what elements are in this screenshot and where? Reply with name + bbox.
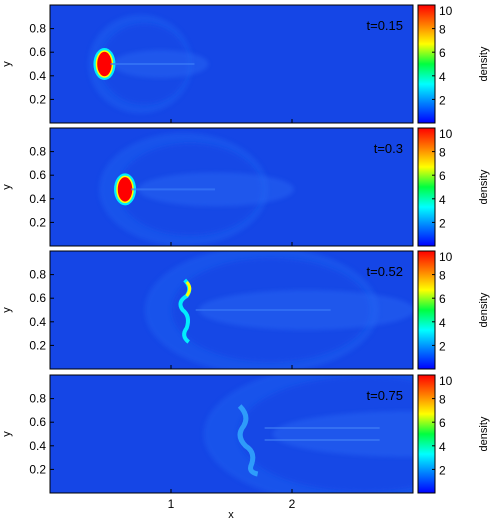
colorbar-tick-label: 2 bbox=[439, 339, 446, 353]
y-tick-label: 0.2 bbox=[29, 462, 46, 476]
y-axis-label: y bbox=[1, 184, 13, 190]
colorbar-gradient bbox=[417, 127, 436, 247]
plot-frame bbox=[49, 374, 414, 494]
colorbar-tick-label: 6 bbox=[439, 416, 446, 430]
colorbar-gradient bbox=[417, 374, 436, 494]
y-tick-label: 0.6 bbox=[29, 168, 46, 182]
colorbar-tick-label: 10 bbox=[439, 4, 453, 18]
y-tick-label: 0.2 bbox=[29, 215, 46, 229]
colorbar-label: density bbox=[478, 46, 490, 81]
panels-layer: 0.20.40.60.8yt=0.15246810density0.20.40.… bbox=[1, 4, 490, 511]
y-tick-label: 0.4 bbox=[29, 315, 46, 329]
colorbar-tick-label: 6 bbox=[439, 292, 446, 306]
y-tick-label: 0.4 bbox=[29, 69, 46, 83]
x-tick-label: 2 bbox=[289, 497, 296, 511]
cloud-core bbox=[116, 175, 134, 204]
cloud-filaments bbox=[237, 404, 259, 477]
colorbar: 2 4 6 8 10 density bbox=[417, 127, 490, 247]
plot-frame bbox=[49, 250, 414, 370]
colorbar-gradient bbox=[417, 4, 436, 124]
colorbar-tick-label: 10 bbox=[439, 127, 453, 141]
y-tick-label: 0.4 bbox=[29, 192, 46, 206]
density-panel-4: 0.2 0.4 0.6 0.8 1 2 y t=0.75 2 4 6 8 10 density bbox=[1, 374, 490, 511]
cloud-core bbox=[95, 50, 114, 78]
colorbar-tick-label: 4 bbox=[439, 193, 446, 207]
time-label: t=0.3 bbox=[374, 141, 403, 156]
y-tick-label: 0.8 bbox=[29, 268, 46, 282]
time-label: t=0.75 bbox=[366, 388, 403, 403]
colorbar-label: density bbox=[478, 292, 490, 327]
y-tick-label: 0.2 bbox=[29, 338, 46, 352]
colorbar-tick-label: 8 bbox=[439, 269, 446, 283]
colorbar-label: density bbox=[478, 169, 490, 204]
x-tick-label: 1 bbox=[168, 497, 175, 511]
x-axis-label: x bbox=[228, 509, 234, 520]
colorbar-tick-label: 6 bbox=[439, 169, 446, 183]
colorbar-tick-label: 8 bbox=[439, 393, 446, 407]
density-panel-2: 0.2 0.4 0.6 0.8 y t=0.3 2 4 6 8 10 density bbox=[1, 127, 490, 247]
y-tick-label: 0.8 bbox=[29, 392, 46, 406]
colorbar-tick-label: 4 bbox=[439, 70, 446, 84]
colorbar-tick-label: 10 bbox=[439, 250, 453, 264]
y-axis-label: y bbox=[1, 307, 13, 313]
y-tick-label: 0.6 bbox=[29, 291, 46, 305]
density-panel-1: 0.2 0.4 0.6 0.8 y t=0.15 2 4 6 8 10 density bbox=[1, 4, 490, 124]
y-axis-label: y bbox=[1, 431, 13, 437]
colorbar-gradient bbox=[417, 250, 436, 370]
colorbar-tick-label: 2 bbox=[439, 216, 446, 230]
y-tick-label: 0.8 bbox=[29, 22, 46, 36]
colorbar-tick-label: 10 bbox=[439, 374, 453, 388]
plot-frame bbox=[49, 127, 414, 247]
y-axis-label: y bbox=[1, 61, 13, 67]
wake bbox=[138, 172, 295, 207]
time-label: t=0.15 bbox=[366, 18, 403, 33]
y-tick-label: 0.2 bbox=[29, 92, 46, 106]
wake bbox=[272, 411, 413, 457]
colorbar-tick-label: 8 bbox=[439, 146, 446, 160]
colorbar-tick-label: 6 bbox=[439, 46, 446, 60]
time-label: t=0.52 bbox=[366, 264, 403, 279]
plot-frame bbox=[49, 4, 414, 124]
colorbar: 2 4 6 8 10 density bbox=[417, 250, 490, 370]
colorbar-label: density bbox=[478, 416, 490, 451]
y-tick-label: 0.6 bbox=[29, 45, 46, 59]
colorbar-tick-label: 2 bbox=[439, 463, 446, 477]
colorbar: 2 4 6 8 10 density bbox=[417, 374, 490, 494]
density-panel-3: 0.2 0.4 0.6 0.8 y t=0.52 2 4 6 8 10 density bbox=[1, 250, 490, 370]
colorbar: 2 4 6 8 10 density bbox=[417, 4, 490, 124]
y-tick-label: 0.6 bbox=[29, 415, 46, 429]
colorbar-tick-label: 2 bbox=[439, 93, 446, 107]
colorbar-tick-label: 4 bbox=[439, 440, 446, 454]
colorbar-tick-label: 8 bbox=[439, 23, 446, 37]
y-tick-label: 0.4 bbox=[29, 439, 46, 453]
y-tick-label: 0.8 bbox=[29, 145, 46, 159]
colorbar-tick-label: 4 bbox=[439, 316, 446, 330]
